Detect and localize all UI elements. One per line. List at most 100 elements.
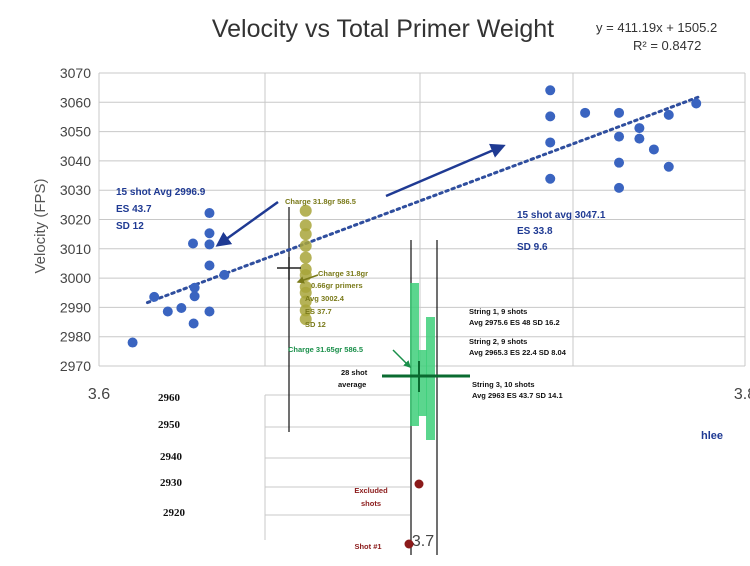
y-tick-label-3060: 3060 bbox=[60, 94, 91, 110]
data-point-18 bbox=[580, 107, 591, 118]
trendline bbox=[145, 95, 702, 305]
lower-label-2920: 2920 bbox=[163, 507, 186, 519]
y-tick-labels: 3070 3060 3050 3040 3030 3020 3010 3000 2990 2980… bbox=[60, 65, 91, 374]
charge-mid-line-3: Avg 3002.4 bbox=[305, 294, 345, 303]
y-tick-label-2980: 2980 bbox=[60, 329, 91, 345]
data-point-0 bbox=[127, 337, 138, 348]
charge-point-6 bbox=[299, 263, 312, 276]
r-squared: R² = 0.8472 bbox=[633, 38, 701, 53]
data-point-21 bbox=[614, 131, 625, 142]
charge-point-4 bbox=[299, 280, 312, 293]
charge-point-2 bbox=[299, 295, 312, 308]
data-point-1 bbox=[149, 291, 160, 302]
data-point-10 bbox=[204, 239, 215, 250]
chart-title: Velocity vs Total Primer Weight bbox=[212, 15, 554, 43]
charge-point-10 bbox=[299, 219, 312, 232]
left-group-line-2: ES 43.7 bbox=[116, 204, 152, 215]
charge-low-label: Charge 31.65gr 586.5 bbox=[288, 345, 363, 354]
data-point-3 bbox=[176, 302, 187, 313]
right-group-line-3: SD 9.6 bbox=[517, 242, 548, 253]
string1-line-1: String 1, 9 shots bbox=[469, 307, 527, 316]
data-point-4 bbox=[188, 318, 199, 329]
data-points bbox=[127, 85, 702, 348]
trend-equation: y = 411.19x + 1505.2 bbox=[596, 20, 717, 35]
data-point-14 bbox=[545, 173, 556, 184]
string-bar-3 bbox=[426, 317, 435, 440]
string-bar-2 bbox=[418, 350, 427, 416]
charge-mid-line-1: Charge 31.8gr bbox=[318, 269, 368, 278]
arrow-to-right-group bbox=[385, 143, 506, 198]
data-point-24 bbox=[634, 123, 645, 134]
excluded-label-line-1: Excluded bbox=[354, 486, 388, 495]
charge-point-11 bbox=[299, 204, 312, 217]
data-point-7 bbox=[187, 238, 198, 249]
arrow-charge-mid bbox=[296, 274, 319, 284]
data-point-11 bbox=[204, 228, 215, 239]
data-point-16 bbox=[545, 111, 556, 122]
data-point-2 bbox=[162, 306, 173, 317]
y-tick-label-3070: 3070 bbox=[60, 65, 91, 81]
avg-label-line-2: average bbox=[338, 380, 366, 389]
charge-point-8 bbox=[299, 239, 312, 252]
gridlines bbox=[98, 72, 746, 367]
left-group-line-3: SD 12 bbox=[116, 221, 144, 232]
y-tick-label-2990: 2990 bbox=[60, 299, 91, 315]
string-bars bbox=[410, 283, 435, 440]
arrow-to-left-group bbox=[215, 200, 279, 247]
y-tick-label-3020: 3020 bbox=[60, 212, 91, 228]
x-tick-label-1: 3.8 bbox=[734, 386, 750, 403]
arrow-charge-low bbox=[392, 349, 412, 369]
y-tick-label-3000: 3000 bbox=[60, 270, 91, 286]
lower-label-2950: 2950 bbox=[158, 419, 181, 431]
x-tick-label-0: 3.6 bbox=[88, 386, 110, 403]
string1-line-2: Avg 2975.6 ES 48 SD 16.2 bbox=[469, 318, 560, 327]
y-tick-label-3050: 3050 bbox=[60, 124, 91, 140]
string2-line-2: Avg 2965.3 ES 22.4 SD 8.04 bbox=[469, 348, 567, 357]
string-bar-1 bbox=[410, 283, 419, 426]
data-point-9 bbox=[204, 260, 215, 271]
data-point-13 bbox=[219, 269, 230, 280]
avg-label-line-1: 28 shot bbox=[341, 368, 368, 377]
string3-line-2: Avg 2963 ES 43.7 SD 14.1 bbox=[472, 391, 563, 400]
charge-points bbox=[299, 204, 312, 326]
data-point-23 bbox=[634, 133, 645, 144]
author-label: hlee bbox=[701, 430, 723, 442]
string2-line-1: String 2, 9 shots bbox=[469, 337, 527, 346]
shot1-label: Shot #1 bbox=[354, 542, 381, 551]
annotation-right-group: 15 shot avg 3047.1 ES 33.8 SD 9.6 bbox=[517, 210, 606, 253]
lower-x-label: 3.7 bbox=[412, 533, 434, 550]
left-group-line-1: 15 shot Avg 2996.9 bbox=[116, 187, 206, 198]
annotation-left-group: 15 shot Avg 2996.9 ES 43.7 SD 12 bbox=[116, 187, 206, 232]
annotation-strings: String 1, 9 shots Avg 2975.6 ES 48 SD 16… bbox=[469, 307, 567, 400]
excluded-point-2 bbox=[404, 539, 414, 549]
data-point-8 bbox=[204, 306, 215, 317]
data-point-26 bbox=[663, 161, 674, 172]
lower-label-2940: 2940 bbox=[160, 451, 183, 463]
charge-mid-line-4: ES 37.7 bbox=[305, 307, 332, 316]
y-tick-label-3010: 3010 bbox=[60, 241, 91, 257]
data-point-22 bbox=[614, 107, 625, 118]
charge-top-label: Charge 31.8gr 586.5 bbox=[285, 197, 356, 206]
excluded-point-1 bbox=[414, 479, 424, 489]
data-point-6 bbox=[189, 282, 200, 293]
data-point-25 bbox=[648, 144, 659, 155]
data-point-12 bbox=[204, 208, 215, 219]
charge-mid-line-5: SD 12 bbox=[305, 320, 326, 329]
x-tick-labels: 3.6 3.8 bbox=[88, 386, 750, 403]
y-tick-label-3030: 3030 bbox=[60, 182, 91, 198]
lower-grid bbox=[264, 394, 410, 540]
annotation-charge-mid: Charge 31.8gr 0.66gr primers Avg 3002.4 … bbox=[305, 269, 368, 329]
data-point-5 bbox=[189, 291, 200, 302]
lower-label-2960: 2960 bbox=[158, 392, 181, 404]
right-group-line-2: ES 33.8 bbox=[517, 226, 553, 237]
right-group-line-1: 15 shot avg 3047.1 bbox=[517, 210, 606, 221]
y-axis-title: Velocity (FPS) bbox=[32, 178, 49, 273]
charge-point-1 bbox=[299, 304, 312, 317]
charge-point-7 bbox=[299, 251, 312, 264]
data-point-27 bbox=[663, 109, 674, 120]
data-point-19 bbox=[614, 182, 625, 193]
data-point-15 bbox=[545, 137, 556, 148]
data-point-17 bbox=[545, 85, 556, 96]
